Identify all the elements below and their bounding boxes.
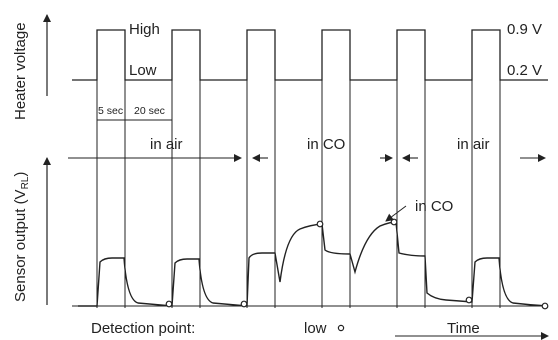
time-label: Time: [447, 320, 480, 337]
segment-label-air-2: in air: [457, 136, 490, 153]
low-voltage-label: 0.2 V: [507, 62, 542, 79]
segment-label-air-1: in air: [150, 136, 183, 153]
segment-label-co: in CO: [307, 136, 345, 153]
detection-value-label: low: [304, 320, 327, 337]
co-callout-label: in CO: [415, 198, 453, 215]
low-label: Low: [129, 62, 157, 79]
guide-lines: [96, 30, 501, 308]
sensor-waveform: [78, 221, 549, 307]
high-duration-label: 5 sec: [98, 105, 123, 117]
heater-waveform: [72, 29, 548, 81]
low-duration-label: 20 sec: [134, 105, 165, 117]
high-voltage-label: 0.9 V: [507, 21, 542, 38]
high-label: High: [129, 21, 160, 38]
detection-points: [165, 218, 549, 310]
y-axis-label-sensor: Sensor output (VRL): [12, 172, 31, 302]
detection-label: Detection point:: [91, 320, 195, 337]
detection-legend-circle: [337, 324, 345, 332]
co-callout-arrow: [385, 205, 407, 222]
y-axis-label-heater: Heater voltage: [12, 22, 29, 120]
